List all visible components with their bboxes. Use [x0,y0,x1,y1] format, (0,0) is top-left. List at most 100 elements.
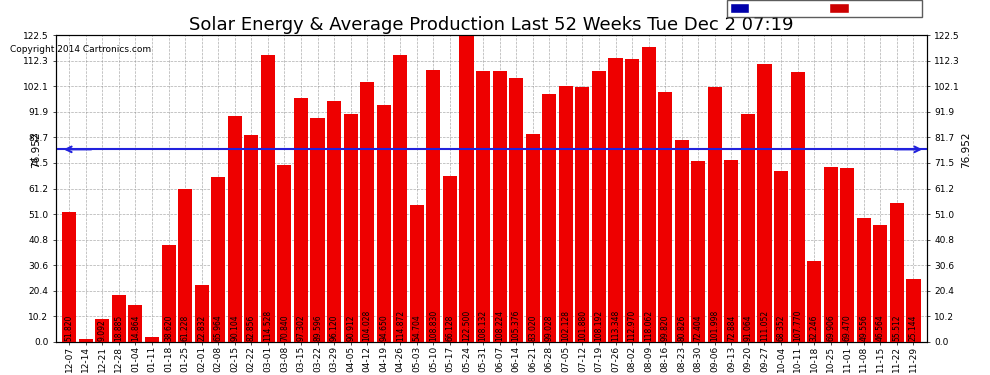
Bar [625,59,640,342]
Bar [178,189,192,342]
Text: 70.840: 70.840 [280,314,289,340]
Text: 72.884: 72.884 [727,314,736,340]
Bar [311,118,325,342]
Bar [360,82,374,342]
Text: 38.620: 38.620 [164,314,173,340]
Text: 113.348: 113.348 [611,309,620,340]
Bar [476,71,490,342]
Text: 114.528: 114.528 [263,309,272,340]
Bar [145,338,159,342]
Text: 83.020: 83.020 [529,314,538,340]
Bar [327,101,342,342]
Bar [708,87,722,342]
Text: 51.820: 51.820 [64,314,73,340]
Text: 108.192: 108.192 [594,309,604,340]
Bar [410,205,424,342]
Bar [260,56,275,342]
Text: 101.998: 101.998 [711,309,720,340]
Bar [195,285,209,342]
Bar [592,71,606,342]
Text: 118.062: 118.062 [644,309,653,340]
Text: 55.512: 55.512 [892,314,902,340]
Bar [757,64,771,342]
Text: 94.650: 94.650 [379,314,388,340]
Bar [161,245,175,342]
Text: 112.970: 112.970 [628,309,637,340]
Bar [95,319,109,342]
Text: 108.830: 108.830 [429,309,438,340]
Bar [791,72,805,342]
Bar [543,94,556,342]
Bar [129,304,143,342]
Bar [873,225,887,342]
Text: 122.500: 122.500 [462,309,471,340]
Text: 114.872: 114.872 [396,309,405,340]
Legend: Average (kWh), Weekly (kWh): Average (kWh), Weekly (kWh) [727,0,922,16]
Bar [443,176,457,342]
Text: 54.704: 54.704 [413,314,422,340]
Bar [725,159,739,342]
Bar [377,105,391,342]
Title: Solar Energy & Average Production Last 52 Weeks Tue Dec 2 07:19: Solar Energy & Average Production Last 5… [189,16,794,34]
Bar [691,161,705,342]
Text: 76.952: 76.952 [31,131,42,168]
Bar [245,135,258,342]
Text: 69.906: 69.906 [827,314,836,340]
Text: 90.104: 90.104 [231,314,240,340]
Text: 105.376: 105.376 [512,309,521,340]
Text: 101.880: 101.880 [578,309,587,340]
Bar [344,114,357,342]
Text: 61.228: 61.228 [180,314,190,340]
Text: 107.770: 107.770 [793,309,802,340]
Bar [856,218,871,342]
Bar [459,36,473,342]
Bar [675,140,689,342]
Text: 18.885: 18.885 [115,314,124,340]
Bar [427,70,441,342]
Text: 102.128: 102.128 [561,309,570,340]
Text: 111.052: 111.052 [760,309,769,340]
Text: 108.132: 108.132 [478,309,487,340]
Text: 99.028: 99.028 [544,314,553,340]
Bar [526,134,540,342]
Text: 80.826: 80.826 [677,314,686,340]
Text: 76.952: 76.952 [961,131,971,168]
Bar [62,212,76,342]
Text: 66.128: 66.128 [446,314,454,340]
Text: 96.120: 96.120 [330,314,339,340]
Text: 68.352: 68.352 [776,314,785,340]
Bar [294,99,308,342]
Text: 90.912: 90.912 [346,314,355,340]
Text: 9.092: 9.092 [98,319,107,340]
Bar [493,71,507,342]
Text: 25.144: 25.144 [909,314,918,340]
Text: 14.864: 14.864 [131,314,140,340]
Text: 69.470: 69.470 [842,314,851,340]
Bar [890,203,904,342]
Bar [824,167,838,342]
Text: 72.404: 72.404 [694,314,703,340]
Bar [393,54,407,342]
Text: 46.564: 46.564 [876,314,885,340]
Bar [609,58,623,342]
Text: 89.596: 89.596 [313,314,322,340]
Text: 99.820: 99.820 [660,314,669,340]
Bar [741,114,755,342]
Bar [575,87,589,342]
Bar [112,295,126,342]
Bar [277,165,291,342]
Bar [907,279,921,342]
Text: 65.964: 65.964 [214,314,223,340]
Text: 82.856: 82.856 [247,314,255,340]
Text: 104.028: 104.028 [362,309,371,340]
Bar [509,78,524,342]
Text: 108.224: 108.224 [495,309,504,340]
Bar [658,92,672,342]
Bar [642,46,655,342]
Text: 49.556: 49.556 [859,314,868,340]
Bar [228,117,242,342]
Bar [558,86,573,342]
Text: 91.064: 91.064 [743,314,752,340]
Bar [774,171,788,342]
Text: 97.302: 97.302 [296,314,306,340]
